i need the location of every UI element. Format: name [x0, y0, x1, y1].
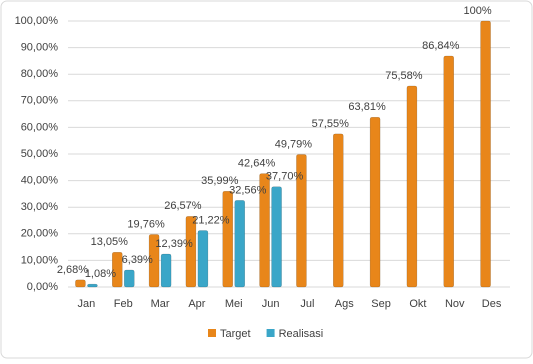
data-label: 2,68%	[57, 264, 88, 276]
data-label: 57,55%	[312, 118, 350, 130]
x-tick-label: Jan	[78, 298, 96, 310]
data-label: 37,70%	[266, 171, 304, 183]
bar	[148, 234, 160, 288]
x-tick-label: Sep	[371, 298, 391, 310]
data-label: 1,08%	[85, 268, 116, 280]
bar	[234, 200, 245, 288]
data-label: 49,79%	[275, 138, 313, 150]
data-label: 86,84%	[422, 40, 460, 52]
bar	[406, 85, 418, 288]
legend-label: Target	[220, 328, 251, 340]
data-label: 75,58%	[385, 70, 423, 82]
bar	[480, 20, 491, 288]
data-label: 35,99%	[201, 175, 239, 187]
x-tick-label: Mei	[225, 298, 243, 310]
x-tick-label: Nov	[445, 298, 465, 310]
bar	[222, 191, 233, 288]
bar	[296, 154, 307, 288]
legend-swatch	[266, 329, 275, 337]
y-tick-label: 70,00%	[21, 95, 59, 107]
legend-swatch	[208, 329, 216, 337]
bar	[443, 55, 454, 288]
y-tick-label: 20,00%	[21, 228, 59, 240]
data-label: 21,22%	[192, 214, 230, 226]
bar	[369, 117, 381, 288]
data-label: 32,56%	[229, 184, 267, 196]
bar	[333, 133, 344, 288]
bar	[259, 173, 270, 288]
bar	[75, 279, 86, 288]
bar	[160, 253, 172, 288]
data-label: 19,76%	[127, 218, 165, 230]
x-tick-label: Ags	[335, 298, 354, 310]
y-tick-label: 100,00%	[15, 15, 59, 27]
y-tick-label: 50,00%	[21, 148, 59, 160]
legend-label: Realisasi	[279, 328, 324, 340]
bar	[87, 283, 98, 288]
data-label: 26,57%	[164, 200, 202, 212]
y-tick-label: 30,00%	[21, 201, 59, 213]
x-tick-label: Jul	[300, 298, 314, 310]
bar	[197, 230, 209, 288]
x-tick-label: Okt	[409, 298, 426, 310]
x-tick-label: Jun	[262, 298, 280, 310]
bar	[112, 252, 123, 288]
y-tick-label: 40,00%	[21, 175, 59, 187]
data-label: 100%	[464, 5, 492, 17]
bar	[185, 216, 197, 288]
data-label: 42,64%	[238, 157, 276, 169]
data-label: 63,81%	[348, 101, 386, 113]
y-tick-label: 60,00%	[21, 121, 59, 133]
x-tick-label: Feb	[114, 298, 133, 310]
y-tick-label: 10,00%	[21, 254, 59, 266]
data-label: 12,39%	[155, 238, 193, 250]
x-tick-label: Apr	[188, 298, 205, 310]
y-tick-label: 90,00%	[21, 42, 59, 54]
y-tick-label: 80,00%	[21, 68, 59, 80]
data-label: 13,05%	[91, 236, 129, 248]
y-tick-label: 0,00%	[27, 281, 58, 293]
bar	[124, 269, 135, 288]
x-tick-label: Des	[482, 298, 502, 310]
bar	[271, 186, 282, 288]
x-tick-label: Mar	[151, 298, 170, 310]
data-label: 6,39%	[122, 254, 153, 266]
